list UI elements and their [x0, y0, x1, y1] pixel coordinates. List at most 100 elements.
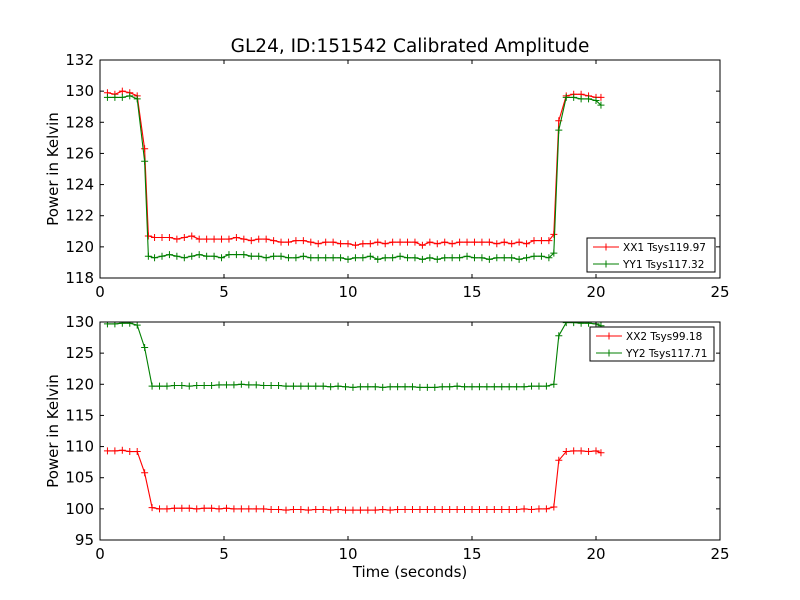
subplot-1-series-2-point	[292, 254, 300, 262]
subplot-1-series-2-point	[218, 254, 226, 262]
subplot-1-series-2-point	[307, 254, 315, 262]
subplot-2-series-1-point	[498, 505, 506, 513]
subplot-1-series-2-point	[103, 93, 111, 101]
subplot-2-series-2-point	[200, 382, 208, 390]
subplot-1-series-2-point	[523, 254, 531, 262]
subplot-2-axes-frame	[99, 321, 721, 541]
subplot-2-series-2-point	[133, 322, 141, 329]
subplot-2-series-1-point	[208, 504, 216, 512]
subplot-2-y-tick-label: 130	[65, 313, 94, 331]
subplot-1-series-1-point	[299, 237, 307, 245]
subplot-2-series-1-point	[126, 448, 134, 456]
subplot-2-series-2-point	[371, 383, 379, 391]
subplot-1-series-1-point	[232, 234, 240, 242]
subplot-1-series-2-point	[418, 255, 426, 263]
subplot-2-series-1-point	[148, 504, 156, 512]
subplot-1-series-2-point	[337, 254, 345, 262]
subplot-2-series-2-point	[364, 383, 372, 391]
subplot-2-x-tick-label: 10	[338, 545, 357, 563]
subplot-2-series-2-point	[475, 383, 483, 391]
subplot-2-legend: XX2 Tsys99.18 YY2 Tsys117.71	[589, 326, 715, 362]
subplot-1-x-tick-label: 0	[95, 283, 105, 301]
subplot-2-series-2-point	[416, 383, 424, 391]
subplot-2-series-1-point	[163, 505, 171, 513]
subplot-2-series-1-point	[505, 505, 513, 513]
subplot-2-series-1-point	[178, 504, 186, 512]
subplot-1-series-1-point	[210, 235, 218, 243]
subplot-2-series-2-point	[312, 382, 320, 390]
subplot-1-series-1-point	[470, 238, 478, 246]
subplot-2-x-tick-label: 20	[586, 545, 605, 563]
subplot-1-series-1-point	[225, 235, 233, 243]
subplot-2-series-2-point	[304, 382, 312, 390]
subplot-1-series-2-point	[225, 251, 233, 259]
subplot-2-series-2-point	[379, 383, 387, 391]
subplot-1-series-1-point	[195, 235, 203, 243]
subplot-2-series-1-point	[200, 504, 208, 512]
subplot-2-series-1-point	[453, 505, 461, 513]
subplot-1-series-2-point	[359, 254, 367, 262]
subplot-1-x-tick-label: 25	[710, 283, 729, 301]
subplot-1-y-tick-label: 130	[65, 82, 94, 100]
subplot-2-series-2-point	[349, 383, 357, 391]
subplot-1-series-1-point	[247, 237, 255, 245]
subplot-1-series-2-point	[585, 95, 593, 103]
subplot-2-y-tick-label: 110	[65, 438, 94, 456]
subplot-2-y-tick-label: 100	[65, 500, 94, 518]
subplot-2-series-2-point	[513, 383, 521, 391]
subplot-1: 0 5 10 15 20 25 118 120 122 124 126 128 130 132 Power …	[44, 51, 730, 301]
subplot-2-series-2-point	[185, 382, 193, 390]
subplot-1-series-1-point	[404, 238, 412, 246]
subplot-1-series-2-point	[493, 254, 501, 262]
subplot-1-y-tick-label: 118	[65, 269, 94, 287]
subplot-2-series-1-point	[597, 449, 605, 457]
subplot-1-series-1-point	[456, 238, 464, 246]
subplot-2-series-2-point	[267, 382, 275, 390]
subplot-1-series-1-point	[322, 238, 330, 246]
subplot-1-series-2-point	[180, 254, 188, 262]
subplot-1-series-1-point	[597, 93, 605, 101]
subplot-1-series-1-point	[478, 238, 486, 246]
subplot-2-series-2-point	[230, 381, 238, 389]
subplot-1-series-2-point	[366, 252, 374, 260]
subplot-1-series-2-point	[188, 252, 196, 260]
subplot-1-series-2-point	[322, 254, 330, 262]
subplot-2-series-2-point	[423, 383, 431, 391]
subplot-2-series-1-point	[371, 506, 379, 514]
subplot-1-series-1-point	[381, 240, 389, 248]
subplot-1-series-1-point	[426, 238, 434, 246]
subplot-1-series-1-point	[165, 234, 173, 242]
subplot-2-series-1-point	[297, 505, 305, 513]
subplot-2-series-2-point	[289, 382, 297, 390]
subplot-2-series-2-point	[275, 382, 283, 390]
subplot-1-series-2-point	[133, 95, 141, 103]
subplot-2-series-1-point	[230, 505, 238, 513]
subplot-2-series-1-point	[475, 505, 483, 513]
subplot-1-y-tick-label: 120	[65, 238, 94, 256]
subplot-2-series-2-point	[126, 322, 134, 327]
subplot-1-series-1-point	[493, 240, 501, 248]
subplot-2: 0 5 10 15 20 25 95 100 105 110 115 120 125 130 Power i…	[44, 313, 730, 581]
subplot-1-series-1-point	[144, 232, 152, 240]
subplot-2-series-1-point	[555, 456, 563, 464]
subplot-1-axes-frame	[99, 59, 721, 279]
subplot-1-series-2-point	[555, 126, 563, 134]
subplot-1-series-1-point	[277, 238, 285, 246]
subplot-2-series-1-point	[550, 503, 558, 511]
subplot-2-series-1-point	[386, 506, 394, 514]
subplot-1-series-2-point	[500, 254, 508, 262]
subplot-2-series-2-point	[163, 382, 171, 390]
subplot-2-series-1-point	[468, 505, 476, 513]
subplot-2-y-tick-label: 105	[65, 469, 94, 487]
subplot-1-series-1-point	[374, 238, 382, 246]
subplot-2-series-1	[103, 446, 605, 514]
subplot-1-series-2-point	[262, 254, 270, 262]
subplot-2-series-2-point	[461, 383, 469, 391]
subplot-1-series-1-point	[366, 240, 374, 248]
subplot-2-series-2-point	[282, 382, 290, 390]
subplot-1-series-2-point	[277, 252, 285, 260]
subplot-2-series-2-point	[334, 382, 342, 390]
subplot-2-y-axis-label: Power in Kelvin	[44, 374, 62, 488]
subplot-2-series-1-point	[401, 505, 409, 513]
